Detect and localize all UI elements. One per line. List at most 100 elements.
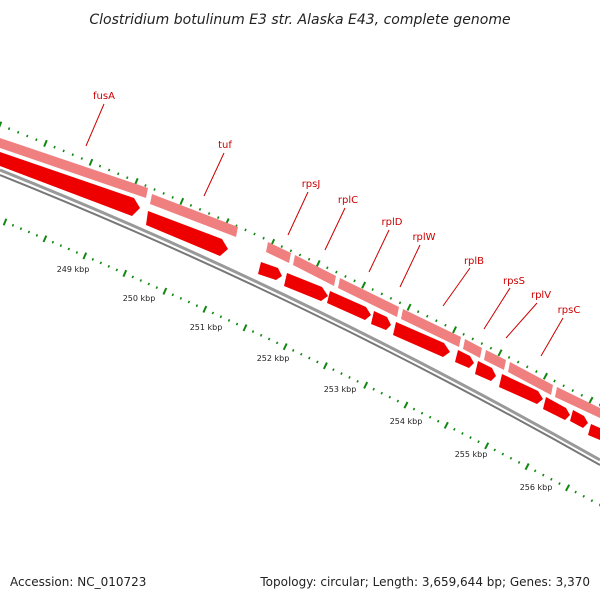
inner-tick: [574, 490, 577, 494]
inner-tick: [267, 337, 271, 341]
inner-tick: [403, 401, 409, 409]
gene-arrow-rplW: [371, 311, 391, 330]
outer-tick: [542, 372, 548, 380]
leader-fusA: [85, 103, 105, 147]
inner-tick: [19, 227, 23, 231]
gene-bar-fusA-outer: [0, 138, 148, 198]
inner-tick: [11, 223, 15, 227]
outer-tick: [462, 332, 465, 336]
inner-tick: [107, 264, 111, 268]
outer-tick: [571, 389, 575, 392]
gene-arrow-next1: [543, 397, 570, 420]
outer-tick: [280, 245, 284, 248]
inner-tick: [582, 494, 586, 498]
genome-summary-text: Topology: circular; Length: 3,659,644 bp…: [259, 575, 590, 589]
inner-tick: [259, 333, 263, 337]
gene-bar-rplV-outer: [508, 362, 553, 395]
outer-tick: [35, 138, 38, 142]
outer-tick: [326, 266, 329, 270]
inner-tick: [443, 421, 449, 429]
inner-tick: [235, 322, 239, 326]
outer-tick: [516, 360, 520, 364]
gene-bar-tuf-outer: [150, 194, 238, 237]
leader-rpsC: [540, 317, 564, 357]
inner-tick: [187, 300, 191, 304]
inner-tick: [139, 279, 143, 282]
inner-tick: [524, 463, 530, 471]
gene-label-rpsJ: rpsJ: [302, 179, 321, 190]
inner-tick: [291, 348, 295, 352]
outer-tick: [535, 370, 538, 373]
inner-tick: [517, 461, 521, 464]
outer-tick: [7, 127, 11, 131]
inner-tick: [51, 240, 55, 244]
leader-rplV: [505, 302, 538, 339]
inner-tick: [299, 352, 303, 356]
inner-tick: [219, 315, 223, 319]
gene-arrow-fusA: [0, 152, 140, 216]
gene-label-rpsS: rpsS: [503, 276, 525, 287]
leader-rpsS: [483, 287, 511, 330]
inner-tick-track: [2, 218, 600, 507]
outer-tick: [144, 184, 147, 187]
outer-tick: [26, 134, 29, 138]
inner-tick: [380, 391, 384, 395]
outer-tick: [207, 212, 211, 215]
gene-arrow-rpsJ: [258, 262, 282, 280]
inner-tick: [541, 473, 545, 477]
outer-tick: [253, 232, 256, 236]
outer-tick: [444, 323, 447, 327]
outer-tick-track: [0, 121, 600, 407]
inner-tick: [428, 415, 432, 419]
leader-rplC: [324, 207, 346, 251]
outer-tick: [562, 384, 565, 388]
inner-tick: [211, 311, 215, 315]
map-title: Clostridium botulinum E3 str. Alaska E43…: [89, 12, 510, 28]
gene-bar-rpsS-outer: [484, 350, 506, 370]
inner-tick: [565, 484, 571, 492]
outer-tick: [371, 288, 374, 291]
outer-tick: [416, 310, 420, 314]
gene-arrow-rpsC: [499, 374, 543, 404]
outer-tick: [107, 168, 111, 172]
gene-arrow-tuf: [146, 211, 228, 256]
inner-tick: [332, 368, 335, 372]
inner-tick: [469, 436, 472, 439]
outer-tick: [489, 346, 493, 350]
gene-bar-rplB-outer: [463, 339, 482, 358]
outer-tick: [71, 153, 74, 157]
outer-tick: [88, 158, 94, 166]
outer-tick: [126, 176, 129, 180]
inner-tick: [99, 261, 103, 265]
inner-tick: [251, 330, 255, 333]
outer-tick: [335, 270, 338, 274]
inner-tick: [42, 235, 48, 243]
inner-tick: [396, 399, 400, 403]
kbp-label-251: 251 kbp: [190, 323, 223, 332]
inner-tick: [356, 379, 359, 383]
kbp-label-255: 255 kbp: [455, 450, 488, 459]
inner-tick: [420, 411, 424, 415]
gene-label-rpsC: rpsC: [558, 305, 581, 316]
genome-backbone: [0, 168, 600, 466]
inner-tick: [316, 360, 319, 364]
outer-tick: [62, 149, 65, 153]
gene-label-rplD: rplD: [382, 217, 403, 228]
inner-tick: [227, 318, 231, 322]
outer-tick: [315, 259, 321, 268]
kbp-labels: 249 kbp 250 kbp 251 kbp 252 kbp 253 kbp …: [57, 265, 553, 492]
inner-tick: [558, 482, 561, 485]
gene-arrow-next3: [588, 424, 600, 440]
outer-tick: [588, 396, 594, 404]
inner-tick: [131, 275, 135, 279]
gene-label-rplB: rplB: [464, 256, 484, 267]
outer-tick: [53, 145, 56, 149]
inner-tick: [363, 381, 369, 389]
gene-label-rplV: rplV: [531, 290, 551, 301]
inner-tick: [122, 269, 128, 278]
inner-tick: [348, 376, 351, 379]
outer-tick: [361, 281, 367, 289]
inner-tick: [501, 452, 505, 456]
outer-tick: [497, 349, 503, 357]
outer-tick: [389, 296, 393, 300]
